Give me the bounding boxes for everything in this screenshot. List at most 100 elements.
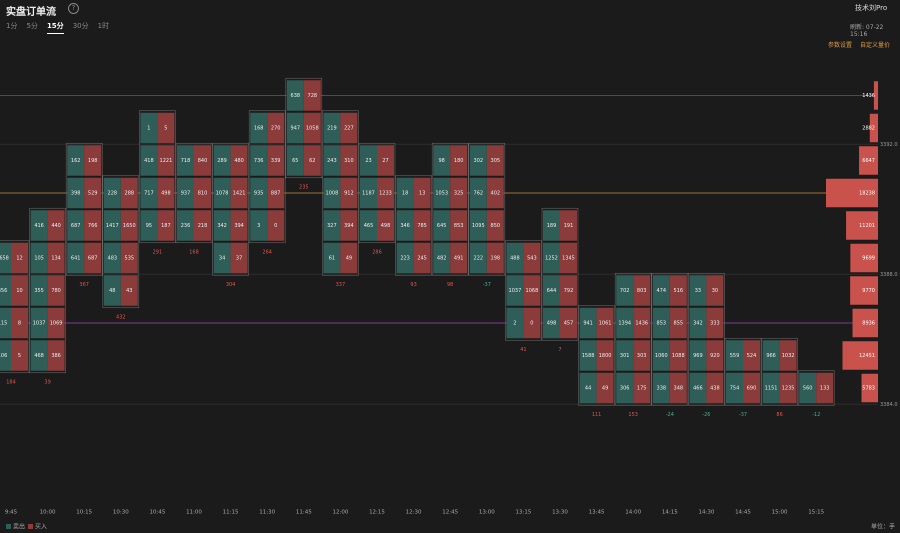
sell-volume: 34	[219, 256, 225, 262]
sell-volume: 1252	[545, 256, 558, 262]
delta-label: 235	[299, 184, 309, 190]
sell-cell	[469, 242, 487, 274]
sell-cell	[323, 177, 341, 209]
delta-label: 39	[44, 379, 50, 385]
sell-cell	[103, 210, 121, 241]
sell-volume: 969	[693, 353, 703, 359]
x-tick-label: 10:30	[113, 510, 129, 516]
buy-volume: 12	[16, 256, 22, 262]
sell-cell	[506, 307, 524, 339]
sell-volume: 416	[34, 223, 44, 229]
sell-cell	[469, 145, 487, 176]
sell-cell	[177, 145, 194, 176]
legend-buy: 买入	[35, 523, 47, 531]
delta-label: 153	[628, 412, 638, 418]
sell-volume: 346	[400, 223, 410, 229]
profile-value: 11201	[859, 223, 875, 229]
settings-link[interactable]: 参数设置	[828, 42, 853, 49]
buy-volume: 457	[564, 321, 574, 327]
legend-swatch-sell	[6, 524, 11, 529]
sell-volume: 418	[144, 158, 154, 164]
sell-volume: 762	[474, 191, 484, 197]
buy-volume: 1436	[635, 321, 648, 327]
buy-volume: 134	[51, 256, 61, 262]
help-icon[interactable]: ?	[68, 3, 79, 14]
sell-volume: 482	[437, 256, 447, 262]
sell-volume: 1037	[509, 288, 522, 294]
sell-volume: 644	[547, 288, 557, 294]
buy-volume: 198	[491, 256, 501, 262]
sell-cell	[213, 210, 231, 241]
sell-cell	[616, 307, 634, 339]
sell-cell	[30, 242, 48, 274]
sell-cell	[0, 275, 11, 306]
buy-volume: 440	[51, 223, 61, 229]
buy-cell	[230, 210, 248, 241]
sell-volume: 702	[620, 288, 630, 294]
buy-cell	[47, 210, 65, 241]
sell-volume: 18	[402, 191, 408, 197]
delta-label: 86	[776, 412, 782, 418]
tab[interactable]: 15分	[46, 21, 64, 34]
sell-cell	[323, 210, 341, 241]
candle-frame	[431, 142, 469, 276]
candle-frame	[175, 142, 213, 244]
tab[interactable]: 1时	[97, 22, 110, 30]
candle-frame	[688, 272, 725, 406]
sell-cell	[433, 242, 451, 274]
y-tick-label: 3384.0	[880, 402, 898, 408]
buy-cell	[47, 340, 65, 371]
buy-cell	[120, 210, 138, 241]
sell-cell	[579, 307, 597, 339]
sell-volume: 355	[34, 288, 44, 294]
candle-frame	[395, 175, 432, 276]
buy-cell	[450, 242, 468, 274]
sell-cell	[433, 145, 451, 176]
buy-volume: 840	[198, 158, 208, 164]
sell-cell	[30, 340, 48, 371]
custom-link[interactable]: 自定义量价	[860, 42, 891, 49]
buy-cell	[706, 372, 724, 404]
sell-volume: 61	[329, 256, 335, 262]
profile-value: 9770	[862, 288, 875, 294]
buy-volume: 27	[382, 158, 388, 164]
x-tick-label: 11:15	[223, 510, 239, 516]
buy-cell	[194, 145, 211, 176]
buy-cell	[120, 177, 138, 209]
sell-cell	[689, 372, 707, 404]
account[interactable]: 技术刘Pro	[855, 4, 888, 12]
tab[interactable]: 1分	[6, 22, 18, 30]
buy-cell	[523, 275, 541, 306]
buy-volume: 535	[125, 256, 135, 262]
x-tick-label: 14:45	[735, 510, 751, 516]
buy-cell	[267, 177, 285, 209]
buy-cell	[560, 242, 577, 274]
sell-volume: 1417	[106, 223, 119, 229]
buy-volume: 198	[88, 158, 98, 164]
buy-cell	[120, 275, 138, 306]
buy-cell	[486, 242, 504, 274]
buy-volume: 245	[417, 256, 427, 262]
sell-cell	[140, 145, 158, 176]
candle-frame	[212, 142, 249, 276]
buy-volume: 803	[637, 288, 647, 294]
unit-label: 单位：手	[871, 523, 895, 531]
sell-cell	[140, 112, 158, 144]
buy-cell	[633, 307, 651, 339]
profile-bar	[873, 81, 878, 110]
sell-volume: 189	[547, 223, 557, 229]
buy-volume: 853	[454, 223, 464, 229]
sell-cell	[213, 242, 231, 274]
buy-cell	[706, 340, 724, 371]
candle-frame	[614, 272, 652, 406]
sell-cell	[652, 307, 670, 339]
tab[interactable]: 5分	[26, 22, 38, 30]
profile-value: 9699	[862, 256, 875, 262]
tab[interactable]: 30分	[72, 22, 89, 30]
sell-volume: 356	[0, 288, 7, 294]
buy-volume: 303	[637, 353, 647, 359]
buy-volume: 1800	[599, 353, 612, 359]
candle-frame	[322, 110, 359, 276]
buy-cell	[816, 372, 834, 404]
sell-volume: 717	[144, 191, 154, 197]
